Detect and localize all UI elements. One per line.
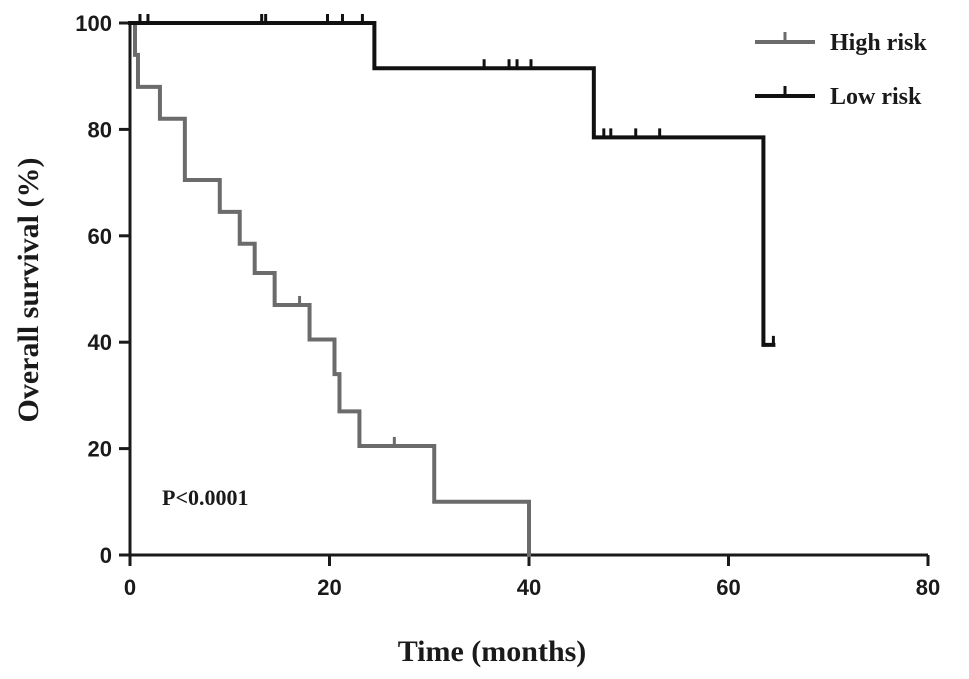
y-tick-label: 20 [88,437,112,462]
axes: 0 20 40 60 80 0 20 40 60 80 100 [75,11,940,600]
x-tick-label: 20 [317,575,341,600]
y-tick-label: 80 [88,117,112,142]
x-tick-label: 0 [124,575,136,600]
y-tick-label: 100 [75,11,112,36]
legend-item-high-risk: High risk [755,30,927,56]
y-axis-title: Overall survival (%) [12,158,45,423]
series-low-risk [128,14,776,347]
p-value-annotation: P<0.0001 [162,485,248,510]
legend-label-high-risk: High risk [830,30,927,56]
x-tick-label: 60 [716,575,740,600]
survival-curve-low-risk [128,21,776,347]
legend-label-low-risk: Low risk [830,84,922,110]
legend-item-low-risk: Low risk [755,84,922,110]
legend: High risk Low risk [755,30,927,110]
series-high-risk [128,21,531,557]
x-axis-title: Time (months) [398,635,587,668]
x-tick-label: 40 [517,575,541,600]
survival-curve-high-risk [128,21,531,557]
series-group [128,14,776,557]
x-tick-label: 80 [916,575,940,600]
y-tick-label: 60 [88,224,112,249]
y-tick-label: 0 [100,543,112,568]
y-tick-label: 40 [88,330,112,355]
